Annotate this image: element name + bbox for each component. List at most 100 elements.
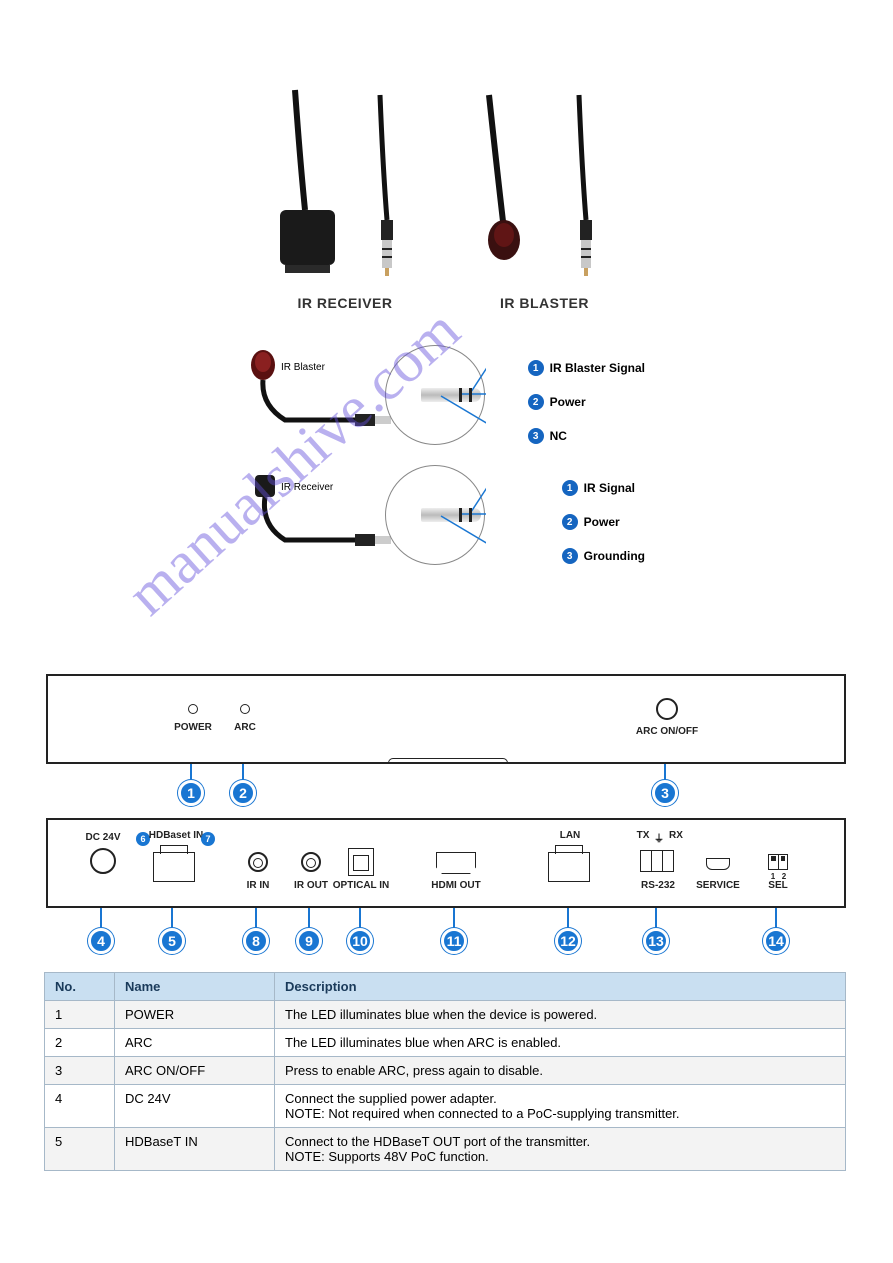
marker-4: 4 [88,928,114,954]
ir-in-jack [248,852,268,872]
ir-blaster-photo-group: IR BLASTER [449,80,639,311]
pin-badge: 2 [528,394,544,410]
rx-label: RX [669,830,683,841]
dc-label: DC 24V [85,832,120,843]
cell-name: ARC [115,1029,275,1057]
cell-no: 5 [45,1128,115,1171]
optical-port [348,848,374,876]
irin-label: IR IN [247,880,270,891]
th-name: Name [115,973,275,1001]
marker-9: 9 [296,928,322,954]
receiver-leaders [386,466,486,566]
cell-no: 2 [45,1029,115,1057]
marker-2: 2 [230,780,256,806]
arc-button [656,698,678,720]
lan-label: LAN [560,830,581,841]
pin-label: NC [550,429,567,443]
leader-4 [100,908,102,928]
service-label: SERVICE [696,880,740,891]
marker-10: 10 [347,928,373,954]
leader-10 [359,908,361,928]
hdbt-label: HDBaset IN [149,830,203,841]
table-row: 4 DC 24V Connect the supplied power adap… [45,1085,846,1128]
th-no: No. [45,973,115,1001]
leader-13 [655,908,657,928]
leader-14 [775,908,777,928]
lan-port [548,852,590,882]
cell-desc: Press to enable ARC, press again to disa… [275,1057,846,1085]
ir-accessory-photos: IR RECEIVER IR BLASTER [245,80,645,330]
ir-receiver-label: IR RECEIVER [245,295,445,311]
callout-row: 2 Power [528,394,645,410]
rs232-terminal [640,850,674,872]
arc-label: ARC [234,722,256,733]
ir-receiver-image [245,80,445,290]
pinout-diagram: IR Blaster 1IR Blaster Signal 2Power 3NC… [245,350,645,610]
leader-5 [171,908,173,928]
table-row: 5 HDBaseT IN Connect to the HDBaseT OUT … [45,1128,846,1171]
power-led [188,704,198,714]
cell-name: ARC ON/OFF [115,1057,275,1085]
table-row: 2 ARC The LED illuminates blue when ARC … [45,1029,846,1057]
pin-badge: 1 [528,360,544,376]
blaster-leaders [386,346,486,446]
cell-no: 4 [45,1085,115,1128]
marker-13: 13 [643,928,669,954]
sel-label: SEL [768,880,787,891]
leader-12 [567,908,569,928]
ir-out-jack [301,852,321,872]
receiver-callouts: 1IR Signal 2Power 3Grounding [562,480,645,582]
leader-9 [308,908,310,928]
th-desc: Description [275,973,846,1001]
rear-panel: DC 24V 6 HDBaset IN 7 IR IN IR OUT OPTIC… [46,818,846,908]
callout-row: 2 Power [562,514,645,530]
pin-label: Power [550,395,586,409]
hdmi-port [436,852,476,874]
pin-label: Grounding [584,549,645,563]
table-row: 3 ARC ON/OFF Press to enable ARC, press … [45,1057,846,1085]
pinout-receiver-row: IR Receiver 1IR Signal 2Power 3Grounding [245,470,645,590]
pin-label: Power [584,515,620,529]
cell-desc: Connect the supplied power adapter. NOTE… [275,1085,846,1128]
cell-desc: The LED illuminates blue when ARC is ena… [275,1029,846,1057]
front-panel: POWER ARC ARC ON/OFF [46,674,846,764]
marker-3: 3 [652,780,678,806]
marker-12: 12 [555,928,581,954]
sub-marker-7: 7 [201,832,215,846]
cell-name: HDBaseT IN [115,1128,275,1171]
table-row: 1 POWER The LED illuminates blue when th… [45,1001,846,1029]
pin-badge: 3 [528,428,544,444]
pin-badge: 2 [562,514,578,530]
cell-name: POWER [115,1001,275,1029]
receiver-tip-label: IR Receiver [281,482,333,493]
arc-led [240,704,250,714]
marker-8: 8 [243,928,269,954]
optical-label: OPTICAL IN [333,880,389,891]
receiver-detail-circle [385,465,485,565]
marker-1: 1 [178,780,204,806]
power-label: POWER [174,722,212,733]
callout-row: 1IR Blaster Signal [528,360,645,376]
marker-14: 14 [763,928,789,954]
cell-no: 3 [45,1057,115,1085]
dip-switch [768,854,788,870]
dip1-label: 1 [771,872,775,881]
irout-label: IR OUT [294,880,328,891]
rs232-label: RS-232 [641,880,675,891]
dip2-label: 2 [782,872,786,881]
cell-desc: The LED illuminates blue when the device… [275,1001,846,1029]
arc-onoff-label: ARC ON/OFF [636,726,698,737]
ir-blaster-label: IR BLASTER [449,295,639,311]
pin-badge: 1 [562,480,578,496]
port-table: No. Name Description 1 POWER The LED ill… [44,972,846,1171]
ir-receiver-photo-group: IR RECEIVER [245,80,445,311]
leader-8 [255,908,257,928]
table-header-row: No. Name Description [45,973,846,1001]
marker-11: 11 [441,928,467,954]
service-port [706,858,730,870]
cell-no: 1 [45,1001,115,1029]
marker-5: 5 [159,928,185,954]
ir-blaster-image [449,80,639,290]
leader-11 [453,908,455,928]
hdbt-port [153,852,195,882]
